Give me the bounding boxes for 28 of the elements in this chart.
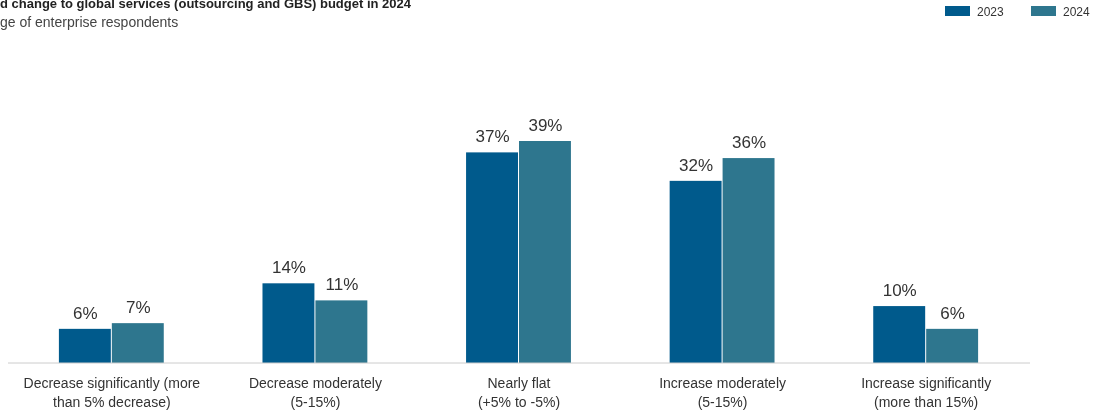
data-label: 6% [73,303,98,323]
data-label: 37% [475,127,510,147]
x-tick-label: Decrease significantly (more than 5% decrease) [23,375,201,410]
legend-label: 2024 [1063,5,1091,19]
bar [315,300,368,363]
bar [58,328,111,363]
bar [873,306,926,363]
bar [926,328,979,363]
data-label: 36% [732,133,767,153]
data-label: 6% [940,303,965,323]
x-tick-label: Decrease moderately (5-15%) [248,375,382,410]
data-label: 39% [528,116,563,135]
chart-subtitle: ge of enterprise respondents [0,14,179,30]
bar [722,158,775,363]
data-label: 10% [882,281,917,301]
data-label: 7% [126,298,151,318]
x-tick-label: Increase significantly (more than 15%) [861,375,992,410]
x-tick-label: Increase moderately (5-15%) [659,375,787,410]
data-label: 14% [271,258,306,278]
bar [519,141,571,363]
x-tick-label: Nearly flat (+5% to -5%) [477,375,561,410]
data-label: 32% [679,155,714,175]
legend-label: 2023 [977,5,1005,19]
bar [111,323,164,363]
data-label: 11% [325,275,359,295]
bar [262,283,315,363]
bar [669,180,722,363]
bar [466,152,518,363]
